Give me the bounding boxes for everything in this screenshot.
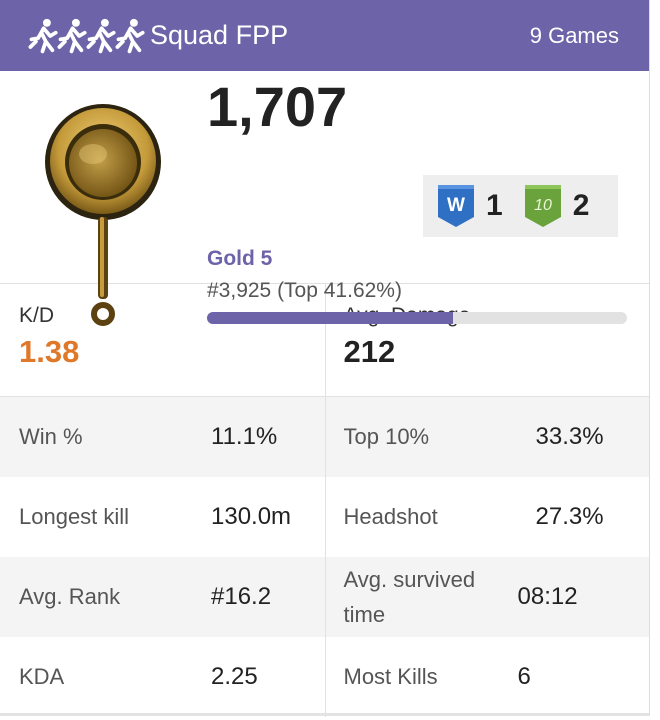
rating-progress-fill [207,312,453,324]
top10-shield-icon: 10 [524,185,561,227]
stat-label: Avg. Rank [19,584,121,610]
runner-icon [28,18,58,53]
runner-icon [86,18,116,53]
game-mode-title: Squad FPP [150,20,289,50]
stat-value: 130.0m [211,503,292,530]
stat-cell: KDA 2.25 [0,637,325,717]
kd-value: 1.38 [19,334,80,369]
stat-cell: Most Kills 6 [324,637,650,717]
stat-label: Most Kills [343,664,438,690]
rating-section: 1,707 Gold 5 #3,925 (Top 41.62%) W 1 10 [0,71,649,326]
stat-row: Avg. Rank #16.2 Avg. survived time 08:12 [0,557,649,637]
avg-damage-value: 212 [343,334,396,369]
runner-icon [57,18,87,53]
stat-value: 33.3% [535,423,604,450]
stat-cell: Avg. Rank #16.2 [0,557,325,637]
runner-icon [115,18,145,53]
stat-value: 11.1% [211,423,278,450]
games-count: 9 Games [529,22,619,48]
rating-progress-bar [207,312,627,324]
runners-icon [26,17,145,55]
rating-rank: #3,925 (Top 41.62%) [207,279,402,302]
stat-cell: Avg. survived time 08:12 [324,557,650,637]
stat-label: KDA [19,664,65,690]
stat-cell: Top 10% 33.3% [324,397,650,477]
kd-stat: K/D 1.38 [0,284,325,396]
stat-row: KDA 2.25 Most Kills 6 [0,637,649,717]
stat-label: Win % [19,424,83,450]
rating-score: 1,707 [207,75,348,138]
frying-pan-icon [45,104,161,326]
stat-row: Win % 11.1% Top 10% 33.3% [0,397,649,477]
stat-cell: Longest kill 130.0m [0,477,325,557]
stat-cell: Win % 11.1% [0,397,325,477]
top10-badge-letter: 10 [534,197,552,214]
card-header: Squad FPP 9 Games [0,0,649,71]
wins-badge-letter: W [447,195,465,216]
badge-group: W 1 10 2 [423,175,618,237]
wins-shield-icon: W [438,185,474,227]
stat-value: 6 [517,663,531,690]
rating-tier: Gold 5 [207,247,273,270]
stat-value: 08:12 [517,583,578,610]
stat-label: Headshot [343,504,438,530]
kd-label: K/D [19,304,55,327]
top10-badge: 10 2 [524,185,590,227]
stat-label: Longest kill [19,504,130,530]
wins-badge: W 1 [438,185,503,227]
stat-value: #16.2 [211,583,272,610]
stat-row: Longest kill 130.0m Headshot 27.3% [0,477,649,557]
stat-value: 27.3% [535,503,604,530]
stat-cell: Headshot 27.3% [324,477,650,557]
stat-label: Avg. survived time [343,566,476,627]
stat-value: 2.25 [211,663,258,690]
top10-count: 2 [572,189,590,222]
wins-count: 1 [486,189,503,222]
stat-label: Top 10% [343,424,430,450]
